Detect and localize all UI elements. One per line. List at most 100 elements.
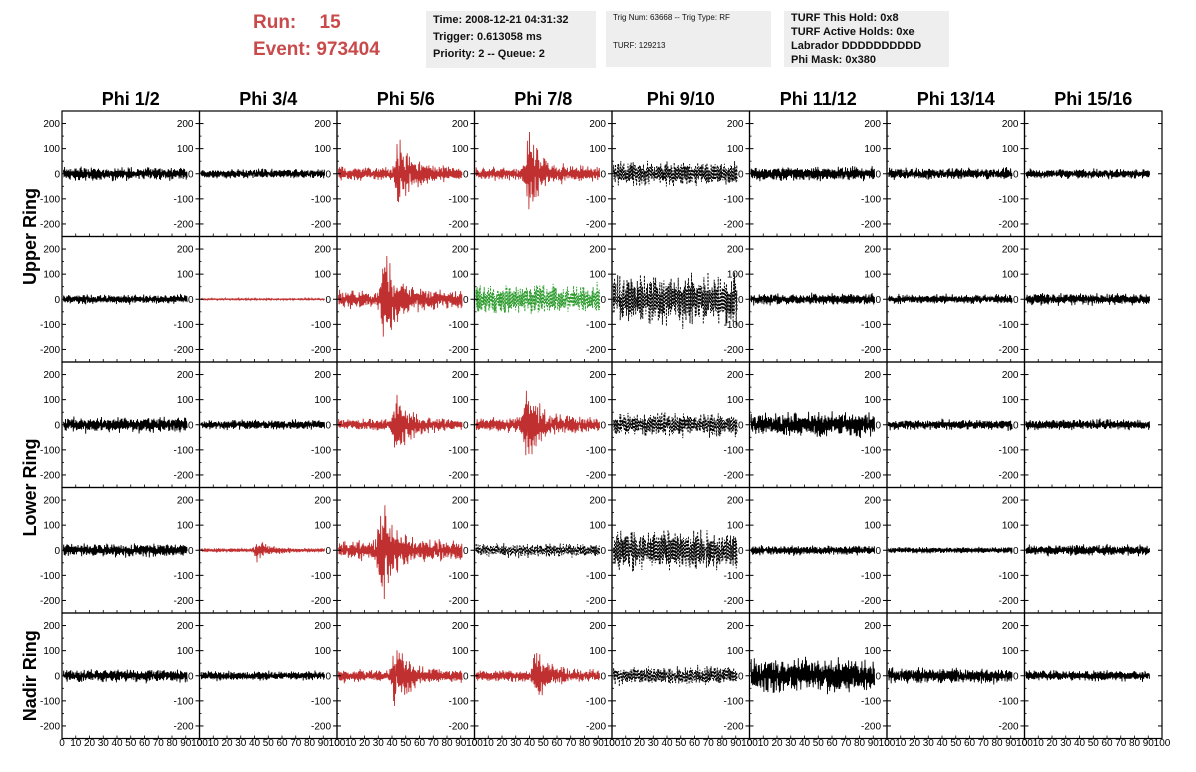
x-tick-label: 40 [936,738,948,749]
waveform-line [750,292,876,306]
y-tick-label: 100 [452,395,469,406]
waveform-line [887,293,1013,305]
x-tick-label: 30 [98,738,110,749]
x-tick-label: 20 [221,738,233,749]
waveform-line [62,166,188,182]
y-tick-label: 200 [452,245,469,256]
x-tick-label: 40 [661,738,673,749]
x-tick-label: 100 [1154,738,1171,749]
y-tick-label: -200 [311,219,331,230]
panel: 200 100 0 -100 -200 [473,486,613,614]
y-tick-label: -200 [173,219,193,230]
run-line: Run: 15 [253,12,341,34]
y-tick-label: 100 [43,395,60,406]
y-tick-label: 100 [1002,395,1019,406]
y-tick-label: -200 [173,721,193,732]
y-tick-label: 0 [54,671,60,682]
y-tick-label: 100 [177,521,194,532]
y-tick-label: 0 [463,671,469,682]
x-tick-label: 100 [466,738,483,749]
x-tick-label: 0 [747,738,753,749]
panel: 200 100 0 -100 -200 [473,235,613,363]
x-tick-label: 70 [428,738,440,749]
y-tick-label: 0 [54,169,60,180]
y-tick-label: 100 [1002,521,1019,532]
y-tick-label: -100 [861,320,881,331]
y-tick-label: -100 [448,445,468,456]
y-tick-label: 0 [600,295,606,306]
x-tick-label: 0 [59,738,65,749]
x-tick-label: 70 [1115,738,1127,749]
waveform-line [337,394,463,448]
y-tick-label: 200 [314,496,331,507]
waveform-line [62,416,188,434]
y-tick-label: -200 [861,721,881,732]
y-tick-label: 200 [177,496,194,507]
y-tick-label: -200 [998,345,1018,356]
y-tick-label: 0 [1013,671,1019,682]
x-tick-label: 70 [978,738,990,749]
panel [1023,486,1163,614]
trig-info-box: Trig Num: 63668 -- Trig Type: RF TURF: 1… [606,11,771,67]
y-tick-label: 200 [864,119,881,130]
y-tick-label: 200 [1002,119,1019,130]
x-tick-label: 40 [524,738,536,749]
y-tick-label: -200 [173,596,193,607]
trig-num-text: Trig Num: 63668 -- Trig Type: RF [613,13,730,22]
y-tick-label: 100 [452,144,469,155]
y-tick-label: -100 [448,696,468,707]
x-tick-label: 20 [634,738,646,749]
panel: 200 100 0 -100 -200 [611,486,751,614]
y-tick-label: 100 [727,395,744,406]
waveform-line [1025,670,1151,682]
x-tick-label: 10 [345,738,357,749]
y-tick-label: 100 [864,646,881,657]
x-tick-label: 60 [964,738,976,749]
y-tick-label: -200 [861,470,881,481]
y-tick-label: -100 [173,320,193,331]
panel: 200 100 0 -100 -200 [886,486,1026,614]
y-tick-label: 200 [452,621,469,632]
y-tick-label: -200 [723,345,743,356]
waveform-line [337,255,463,337]
y-tick-label: 200 [1002,621,1019,632]
y-tick-label: 0 [1013,420,1019,431]
x-tick-label: 50 [125,738,137,749]
y-tick-label: 200 [589,496,606,507]
y-tick-label: -200 [998,721,1018,732]
y-tick-label: -200 [861,219,881,230]
panel: 0 10 20 30 40 50 60 70 80 90 100 [1022,612,1171,749]
y-tick-label: 100 [43,144,60,155]
x-tick-label: 70 [153,738,165,749]
panel [1023,110,1163,238]
x-tick-label: 70 [290,738,302,749]
waveform-line [1025,292,1151,306]
panel: 200 100 0 -100 -200 [198,361,338,489]
waveform-line [475,390,601,456]
y-tick-label: 200 [727,370,744,381]
y-tick-label: 100 [177,395,194,406]
y-tick-label: -100 [998,320,1018,331]
column-title: Phi 1/2 [102,89,160,109]
x-tick-label: 100 [879,738,896,749]
x-tick-label: 50 [675,738,687,749]
y-tick-label: 0 [188,295,194,306]
y-tick-label: 0 [463,546,469,557]
waveform-line [475,652,601,696]
y-tick-label: 200 [727,621,744,632]
y-tick-label: -100 [40,194,60,205]
y-tick-label: 100 [727,646,744,657]
y-tick-label: 0 [188,169,194,180]
waveform-line [337,139,463,203]
panel: 200 100 0 -100 -200 [748,110,888,238]
y-tick-label: -200 [173,345,193,356]
y-tick-label: 100 [1002,270,1019,281]
phi-mask-text: Phi Mask: 0x380 [791,54,876,66]
waveform-line [62,669,188,684]
panel: 200 100 0 -100 -200 [198,110,338,238]
y-tick-label: 200 [43,370,60,381]
y-tick-label: 200 [43,621,60,632]
y-tick-label: 0 [188,671,194,682]
